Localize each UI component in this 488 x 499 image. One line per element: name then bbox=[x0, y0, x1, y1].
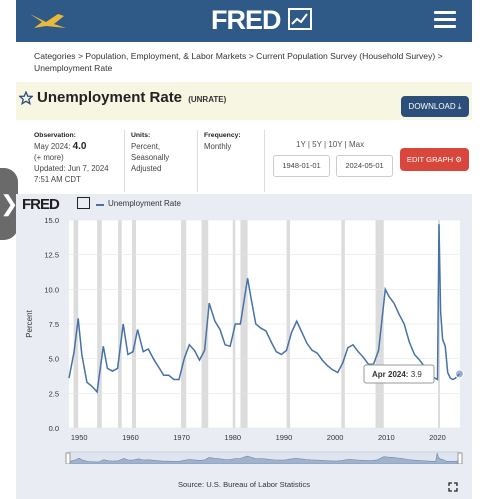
chart-navigator[interactable] bbox=[65, 451, 463, 464]
y-tick-label: 12.5 bbox=[44, 251, 59, 260]
chart-tooltip: Apr 2024: 3.9 bbox=[363, 364, 435, 384]
frequency-label: Frequency: bbox=[204, 132, 241, 139]
legend-label: Unemployment Rate bbox=[108, 199, 181, 208]
frequency-value: Monthly bbox=[204, 142, 232, 151]
legend-swatch bbox=[96, 204, 104, 206]
units-value: Percent, Seasonally Adjusted bbox=[131, 142, 170, 173]
start-date-input[interactable]: 1948-01-01 bbox=[273, 155, 330, 177]
updated-time: 7:51 AM CDT bbox=[34, 175, 81, 184]
fred-logo-text: FRED bbox=[211, 5, 281, 35]
series-title-bar: Unemployment Rate (UNRATE) bbox=[16, 82, 472, 120]
download-button-label: DOWNLOAD bbox=[408, 102, 456, 111]
observation-date: May 2024: bbox=[34, 142, 71, 151]
x-tick-label: 1960 bbox=[122, 433, 139, 442]
range-10y-link[interactable]: 10Y bbox=[328, 140, 343, 149]
units-block: Units: Percent, Seasonally Adjusted bbox=[131, 130, 197, 174]
navigator-right-handle[interactable] bbox=[457, 452, 463, 464]
y-tick-label: 2.5 bbox=[49, 389, 59, 398]
side-panel-toggle-chevron-icon[interactable]: ❯ bbox=[0, 168, 18, 240]
date-range-shortcuts: 1Y | 5Y | 10Y | Max bbox=[296, 140, 365, 149]
updated-date: Updated: Jun 7, 2024 bbox=[34, 164, 109, 173]
fred-logo-graph-icon bbox=[288, 8, 312, 30]
divider bbox=[197, 130, 198, 192]
unemployment-chart[interactable]: 0.0 2.5 5.0 7.5 10.0 12.5 15.0 1950 1960 1970 198… bbox=[16, 212, 472, 464]
fred-logo[interactable]: FRED bbox=[211, 5, 281, 35]
y-tick-label: 5.0 bbox=[49, 355, 59, 364]
y-tick-label: 15.0 bbox=[44, 216, 59, 225]
x-tick-label: 2020 bbox=[429, 433, 446, 442]
x-tick-label: 1950 bbox=[71, 433, 88, 442]
y-tick-label: 0.0 bbox=[49, 424, 59, 433]
series-line-unemployment-rate bbox=[68, 224, 461, 394]
top-navigation-bar: FRED bbox=[16, 0, 472, 42]
observation-block: Observation: May 2024: 4.0 (+ more) Upda… bbox=[34, 130, 130, 185]
observation-value: 4.0 bbox=[72, 141, 87, 152]
y-tick-label: 7.5 bbox=[49, 320, 59, 329]
svg-text:Apr 2024: 3.9: Apr 2024: 3.9 bbox=[372, 370, 422, 379]
download-icon: ⤓ bbox=[457, 102, 462, 111]
tooltip-value: 3.9 bbox=[411, 370, 423, 379]
end-date-input[interactable]: 2024-05-01 bbox=[336, 155, 393, 177]
breadcrumb[interactable]: Categories > Population, Employment, & L… bbox=[34, 51, 443, 73]
x-tick-label: 1980 bbox=[224, 433, 241, 442]
edit-graph-button[interactable]: EDIT GRAPH ⚙ bbox=[400, 148, 469, 171]
fullscreen-icon[interactable] bbox=[448, 482, 458, 492]
chart-fred-logo: FRED bbox=[22, 196, 60, 213]
y-axis-label: Percent bbox=[25, 309, 34, 337]
hover-point-marker bbox=[455, 369, 464, 379]
hamburger-menu-icon[interactable] bbox=[434, 11, 456, 29]
units-label: Units: bbox=[131, 132, 151, 139]
more-observations-link[interactable]: (+ more) bbox=[34, 153, 64, 162]
download-button[interactable]: DOWNLOAD ⤓ bbox=[401, 96, 469, 117]
x-tick-label: 2010 bbox=[378, 433, 395, 442]
x-tick-label: 1990 bbox=[276, 433, 293, 442]
chart-fred-logo-graph-icon bbox=[77, 197, 90, 209]
x-tick-label: 2000 bbox=[327, 433, 344, 442]
stlouis-fed-eagle-logo[interactable] bbox=[28, 8, 68, 32]
range-max-link[interactable]: Max bbox=[348, 140, 365, 149]
page-title: Unemployment Rate (UNRATE) bbox=[37, 89, 226, 106]
range-1y-link[interactable]: 1Y bbox=[296, 140, 306, 149]
favorite-star-icon[interactable] bbox=[19, 91, 33, 105]
tooltip-label: Apr 2024: bbox=[372, 370, 408, 379]
divider bbox=[264, 130, 265, 192]
navigator-left-handle[interactable] bbox=[65, 452, 71, 464]
divider bbox=[124, 130, 125, 192]
x-tick-label: 1970 bbox=[173, 433, 190, 442]
series-id: (UNRATE) bbox=[188, 95, 227, 104]
frequency-block: Frequency: Monthly bbox=[204, 130, 264, 152]
y-tick-label: 10.0 bbox=[44, 285, 59, 294]
gear-icon: ⚙ bbox=[455, 155, 463, 164]
source-note: Source: U.S. Bureau of Labor Statistics bbox=[177, 480, 311, 489]
observation-label: Observation: bbox=[34, 132, 76, 139]
series-title: Unemployment Rate bbox=[37, 89, 183, 106]
range-5y-link[interactable]: 5Y bbox=[312, 140, 322, 149]
series-metadata: Observation: May 2024: 4.0 (+ more) Upda… bbox=[16, 124, 472, 194]
edit-graph-button-label: EDIT GRAPH bbox=[406, 155, 454, 164]
